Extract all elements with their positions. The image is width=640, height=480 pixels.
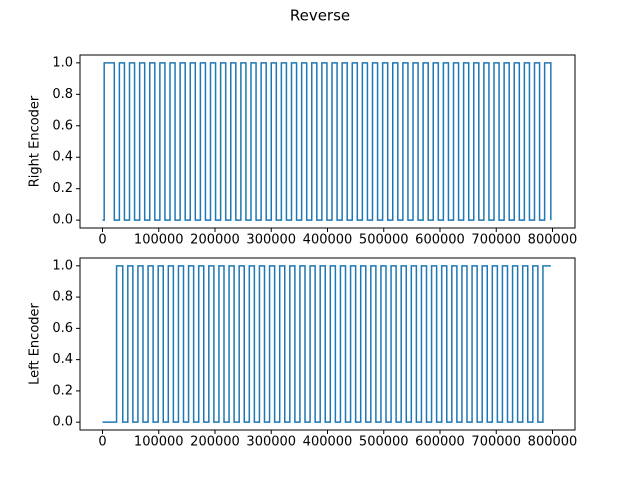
x-tick-label: 800000 <box>528 435 578 450</box>
x-tick-label: 400000 <box>303 435 353 450</box>
data-line <box>102 265 551 423</box>
axes-frame <box>79 257 576 431</box>
x-tick-label: 800000 <box>528 233 578 248</box>
x-tick-label: 300000 <box>246 435 296 450</box>
y-tick-label: 0.6 <box>52 118 73 133</box>
x-tick-label: 500000 <box>359 233 409 248</box>
x-tick-label: 0 <box>98 233 106 248</box>
x-tick-label: 700000 <box>471 233 521 248</box>
x-tick-label: 600000 <box>415 435 465 450</box>
y-tick-label: 0.2 <box>52 181 73 196</box>
x-tick-label: 400000 <box>303 233 353 248</box>
x-tick-label: 0 <box>98 435 106 450</box>
y-tick-label: 0.4 <box>52 150 73 165</box>
x-tick-label: 700000 <box>471 435 521 450</box>
x-tick-label: 300000 <box>246 233 296 248</box>
data-line <box>102 62 552 221</box>
y-axis-label: Left Encoder <box>28 302 43 384</box>
y-tick-label: 0.8 <box>52 290 73 305</box>
x-tick-label: 200000 <box>190 435 240 450</box>
x-tick-label: 600000 <box>415 233 465 248</box>
x-tick-label: 200000 <box>190 233 240 248</box>
y-tick-label: 0.0 <box>52 213 73 228</box>
y-tick-label: 1.0 <box>52 258 73 273</box>
y-tick-label: 0.2 <box>52 383 73 398</box>
y-tick-label: 1.0 <box>52 55 73 70</box>
y-tick-label: 0.8 <box>52 87 73 102</box>
x-tick-label: 100000 <box>134 435 184 450</box>
y-axis-label: Right Encoder <box>28 95 43 187</box>
x-tick-label: 100000 <box>134 233 184 248</box>
y-tick-label: 0.6 <box>52 321 73 336</box>
y-tick-label: 0.4 <box>52 352 73 367</box>
y-tick-label: 0.0 <box>52 415 73 430</box>
x-tick-label: 500000 <box>359 435 409 450</box>
figure-title: Reverse <box>290 7 350 25</box>
